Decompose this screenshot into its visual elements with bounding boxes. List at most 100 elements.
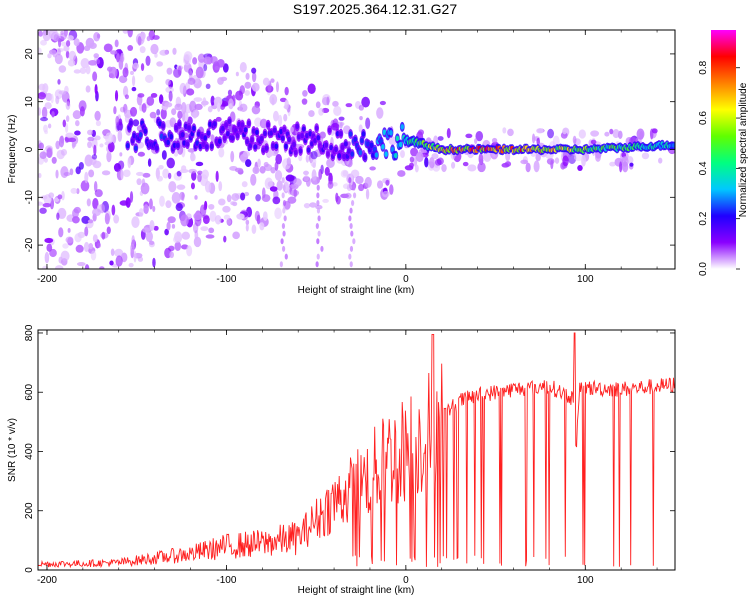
spectrogram-blob [206,130,211,136]
spectrogram-blob [140,31,146,40]
spectrogram-blob [226,218,232,226]
spectrogram-blob [84,226,89,237]
spectrogram-blob [232,231,240,240]
spectrogram-blob [101,231,106,240]
spectrogram-blob [324,166,330,176]
spectrogram-blob [167,216,176,224]
spectrogram-blob [347,141,351,147]
spectrogram-blob [177,110,183,120]
spectrogram-xtick-label: -200 [37,274,57,285]
spectrogram-blob [133,145,138,151]
spectrogram-blob [218,147,225,158]
spectrogram-blob [348,253,352,260]
spectrogram-blob [150,43,159,55]
spectrogram-blob [111,204,116,216]
spectrogram-blob [302,90,308,97]
snr-ylabel: SNR (10 * v/v) [7,418,18,482]
spectrogram-blob [171,192,181,204]
spectrogram-blob [283,215,287,222]
spectrogram-blob [42,202,52,208]
spectrogram-blob [251,67,257,74]
colorbar-ticks: 0.0 0.2 0.4 0.6 0.8 [698,60,740,276]
spectrogram-blob [525,162,531,173]
spectrogram-blob [69,168,74,176]
spectrogram-blob [114,39,119,48]
spectrogram-blob [156,175,163,182]
spectrogram-blob [255,129,259,136]
spectrogram-blob [60,250,70,262]
spectrogram-blob [145,55,151,66]
spectrogram-blob [609,128,614,135]
spectrogram-blob [335,130,340,137]
spectrogram-blob [284,253,288,260]
spectrogram-blob [172,47,177,55]
spectrogram-blob [282,200,287,207]
spectrogram-blob [200,226,209,232]
spectrogram-blob [533,160,540,173]
spectrogram-blob [279,261,283,268]
spectrogram-blob [65,40,71,47]
spectrogram-blob [67,59,76,67]
spectrogram-blob [250,173,257,186]
spectrogram-blob [168,181,177,193]
spectrogram-blob [327,180,334,189]
spectrogram-blob [106,150,112,163]
spectrogram-blob [617,130,623,140]
spectrogram-blob [437,136,444,141]
snr-ytick-label: 800 [24,324,35,341]
spectrogram-blob [365,117,371,130]
spectrogram-blob [274,161,279,171]
spectrogram-blob [316,177,321,184]
spectrogram-blob [345,103,353,108]
spectrogram-blob [38,47,42,55]
snr-xlabel: Height of straight line (km) [298,585,415,596]
snr-ytick-label: 600 [24,383,35,400]
spectrogram-blob [305,154,310,163]
spectrogram-blob [409,156,415,163]
spectrogram-blob [283,113,288,122]
spectrogram-blob [58,227,64,238]
spectrogram-blob [92,208,101,217]
spectrogram-blob [182,53,192,66]
spectrogram-blob [330,122,340,131]
spectrogram-blob [131,86,137,92]
spectrogram-blob [351,200,355,207]
spectrogram-blob [85,65,91,75]
spectrogram-blob [621,155,629,167]
spectrogram-blob [284,143,288,150]
spectrogram-blob [217,102,221,113]
spectrogram-blob [70,187,78,194]
spectrogram-blob [158,94,164,105]
spectrogram-blob [491,137,498,144]
spectrogram-blob [239,103,248,112]
spectrogram-blob [110,248,115,256]
spectrogram-blob [169,133,174,140]
spectrogram-blob [340,144,345,151]
spectrogram-blob [68,50,77,61]
spectrogram-blob [520,159,529,165]
spectrogram-blob [316,135,321,141]
spectrogram-blob [348,131,353,137]
spectrogram-blob [48,192,55,199]
spectrogram-blob [38,92,46,100]
spectrogram-blob [349,207,353,214]
spectrogram-blob [554,157,560,164]
spectrogram-blob [359,116,363,121]
spectrogram-blob [316,253,320,260]
snr-xtick-label: 100 [577,575,594,586]
spectrogram-blob [208,203,215,210]
spectrogram-blob [84,171,89,184]
spectrogram-blob [385,179,390,186]
spectrogram-blob [67,228,71,233]
spectrogram-blob [79,67,87,74]
spectrogram-blob [136,178,142,186]
spectrogram-blob [146,96,155,106]
spectrogram-blob [257,158,261,168]
spectrogram-blob [40,116,48,122]
spectrogram-blob [409,162,414,168]
spectrogram-blob [194,195,198,200]
spectrogram-blob [310,141,314,147]
spectrogram-blob [56,212,60,220]
spectrogram-blob [365,188,370,200]
